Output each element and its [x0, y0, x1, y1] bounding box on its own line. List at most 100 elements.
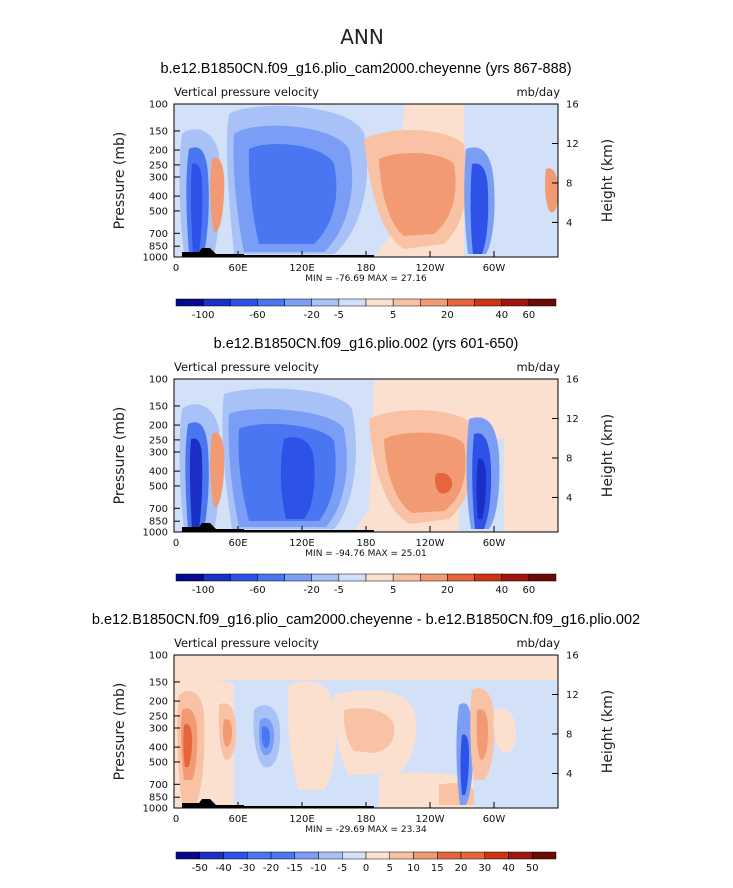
colorbar-label: -100: [192, 585, 215, 596]
y-tick-label: 700: [149, 229, 168, 240]
colorbar-box: [202, 298, 231, 307]
y-right-axis-title: Height (km): [600, 414, 616, 497]
y-right-tick-label: 4: [566, 493, 572, 504]
x-tick-label: 120E: [289, 814, 314, 825]
colorbar-box: [474, 298, 502, 307]
colorbar-label: 5: [390, 585, 396, 596]
colorbar-box: [284, 573, 312, 582]
y-tick-label: 1000: [143, 804, 168, 815]
panel-1-title: b.e12.B1850CN.f09_g16.plio_cam2000.cheye…: [160, 61, 571, 77]
y-tick-label: 700: [149, 780, 168, 791]
colorbar-box: [420, 573, 448, 582]
panel-2-region: [280, 437, 315, 519]
y-tick-label: 300: [149, 172, 168, 183]
y-right-tick-label: 16: [566, 100, 579, 111]
min-max-text: MIN = -76.69 MAX = 27.16: [305, 274, 427, 284]
y-tick-label: 150: [149, 126, 168, 137]
panel-3-region: [222, 719, 232, 747]
panel-3-region: [174, 655, 558, 680]
colorbar-box: [447, 573, 475, 582]
colorbar-label: 10: [407, 863, 420, 874]
colorbar-box: [528, 573, 557, 582]
panel-1-plot: [173, 103, 559, 258]
colorbar-box: [175, 573, 204, 582]
colorbar-box: [447, 298, 475, 307]
y-axis-title: Pressure (mb): [112, 407, 128, 505]
colorbar-box: [365, 298, 394, 307]
panel-1-region: [379, 152, 456, 236]
panel-3-region: [261, 726, 270, 749]
figure-title: ANN: [340, 25, 384, 49]
colorbar-box: [257, 573, 285, 582]
y-right-axis-title: Height (km): [600, 139, 616, 222]
colorbar-label: 20: [441, 585, 454, 596]
y-tick-label: 250: [149, 160, 168, 171]
y-tick-label: 700: [149, 504, 168, 515]
colorbar-box: [318, 851, 343, 860]
y-tick-label: 500: [149, 757, 168, 768]
colorbar-label: 30: [478, 863, 491, 874]
panel-3-region: [343, 708, 395, 753]
y-tick-label: 100: [149, 100, 168, 111]
y-tick-label: 100: [149, 651, 168, 662]
y-tick-label: 850: [149, 517, 168, 528]
panel-3-region: [460, 734, 469, 795]
colorbar-box: [294, 851, 319, 860]
x-tick-label: 180: [356, 538, 375, 549]
y-right-tick-label: 8: [566, 729, 572, 740]
x-tick-label: 120W: [416, 814, 445, 825]
colorbar-label: -5: [334, 310, 344, 321]
y-right-tick-label: 12: [566, 414, 579, 425]
colorbar-box: [420, 298, 448, 307]
panel-2: b.e12.B1850CN.f09_g16.plio.002 (yrs 601-…: [173, 336, 560, 533]
colorbar-box: [365, 573, 394, 582]
panel-3-units: mb/day: [516, 636, 560, 650]
colorbar-label: -100: [192, 310, 215, 321]
x-tick-label: 60E: [228, 538, 247, 549]
panel-2-topography: [182, 523, 374, 532]
panel-2-region: [435, 473, 452, 494]
panel-3-region: [183, 723, 192, 767]
colorbar-label: 40: [495, 310, 508, 321]
x-tick-label: 60W: [483, 263, 506, 274]
x-tick-label: 60E: [228, 263, 247, 274]
panel-1: b.e12.B1850CN.f09_g16.plio_cam2000.cheye…: [160, 61, 572, 258]
min-max-text: MIN = -94.76 MAX = 25.01: [305, 549, 426, 559]
panel-3-variable-label: Vertical pressure velocity: [174, 636, 319, 650]
y-tick-label: 100: [149, 375, 168, 386]
colorbar-box: [508, 851, 533, 860]
y-tick-label: 250: [149, 435, 168, 446]
colorbar-label: -20: [304, 310, 320, 321]
y-tick-label: 1000: [143, 253, 168, 264]
x-tick-label: 120W: [416, 263, 445, 274]
colorbar-box: [257, 298, 285, 307]
y-right-tick-label: 12: [566, 139, 579, 150]
colorbar-label: -15: [287, 863, 303, 874]
x-tick-label: 0: [173, 814, 179, 825]
colorbar-box: [202, 573, 231, 582]
y-tick-label: 300: [149, 447, 168, 458]
x-tick-label: 120E: [289, 263, 314, 274]
y-tick-label: 200: [149, 697, 168, 708]
colorbar-box: [528, 298, 557, 307]
y-right-tick-label: 16: [566, 651, 579, 662]
y-tick-label: 400: [149, 467, 168, 478]
panel-1-region: [545, 168, 558, 213]
colorbar-box: [484, 851, 509, 860]
colorbar-label: 40: [502, 863, 515, 874]
panel-3: b.e12.B1850CN.f09_g16.plio_cam2000.cheye…: [92, 612, 640, 809]
y-right-axis-title: Height (km): [600, 690, 616, 773]
colorbar-box: [175, 851, 200, 860]
x-tick-label: 60E: [228, 814, 247, 825]
colorbar-box: [501, 298, 530, 307]
colorbar-box: [392, 298, 421, 307]
colorbar-label: 5: [387, 863, 393, 874]
colorbar-label: 60: [522, 310, 535, 321]
panel-3-plot: [173, 654, 559, 809]
colorbar-box: [230, 573, 258, 582]
y-tick-label: 150: [149, 401, 168, 412]
colorbar-label: 50: [526, 863, 539, 874]
colorbar-label: 5: [390, 310, 396, 321]
colorbar-label: 15: [431, 863, 444, 874]
